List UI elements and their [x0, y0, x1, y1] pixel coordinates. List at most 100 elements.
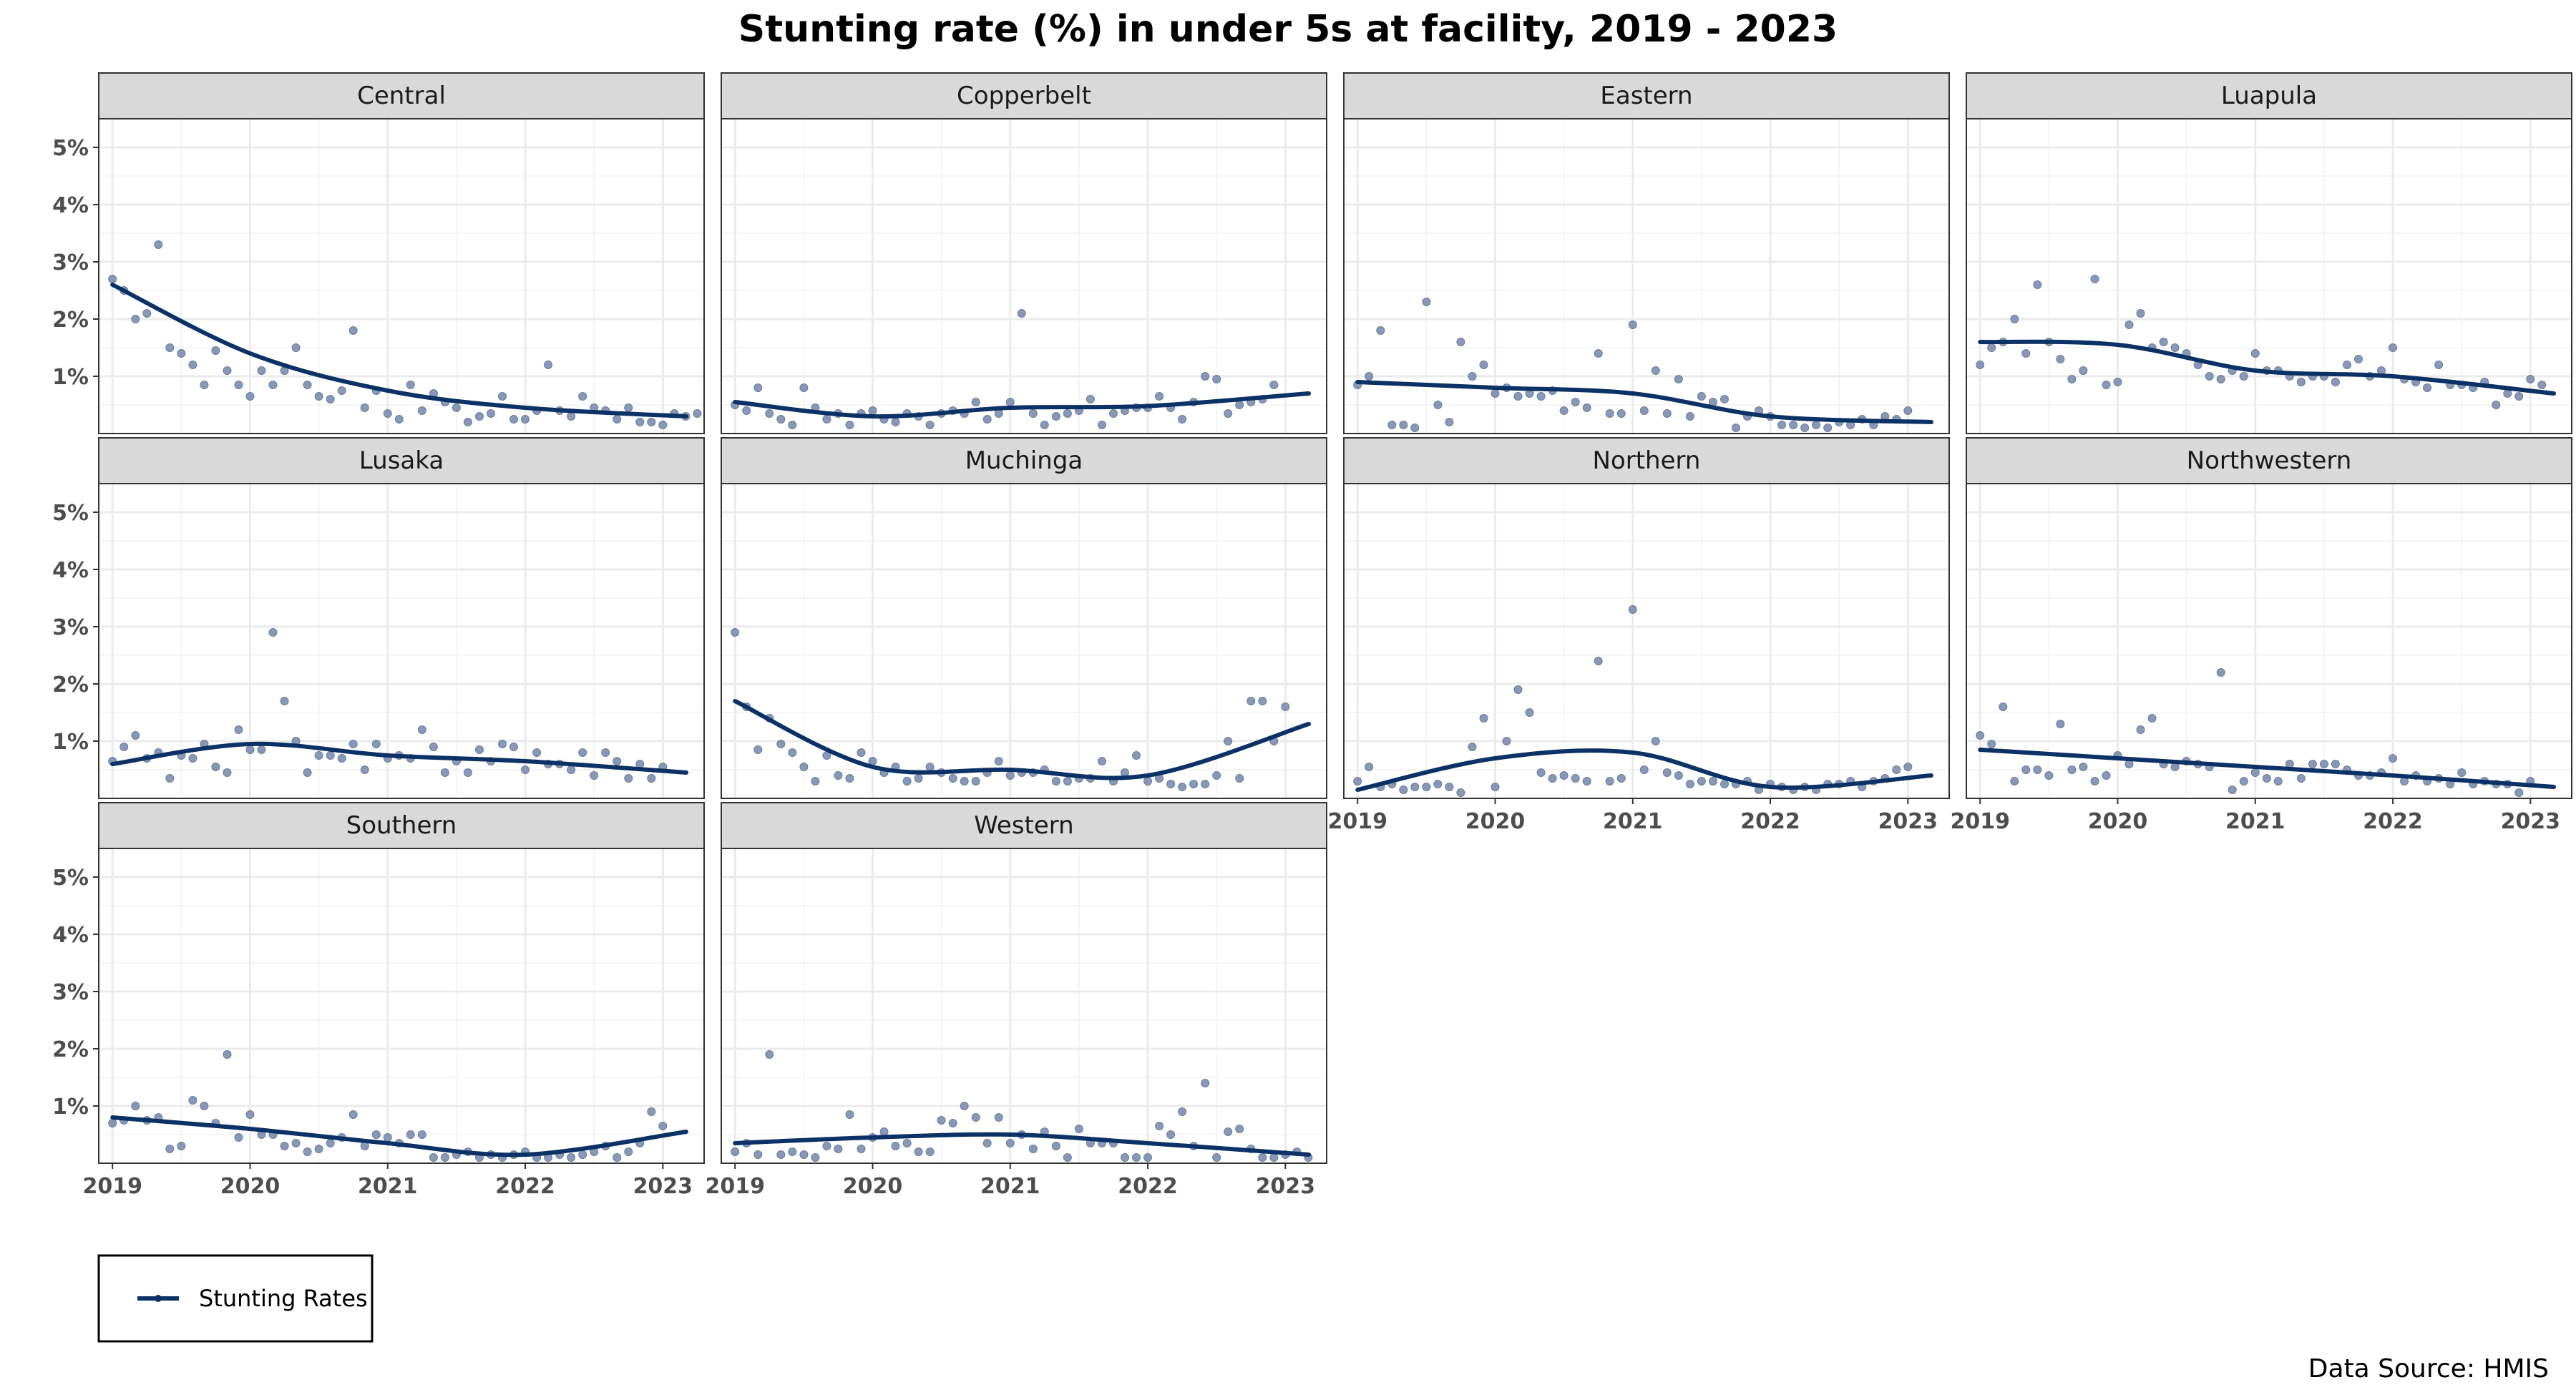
- trend-line: [110, 741, 688, 775]
- data-point: [2331, 378, 2340, 386]
- data-point: [2308, 760, 2317, 768]
- data-point: [1258, 697, 1267, 705]
- data-point: [521, 765, 530, 774]
- panel-border: [1343, 118, 1950, 434]
- data-point: [245, 745, 255, 754]
- data-point: [1121, 768, 1129, 777]
- data-point: [1224, 737, 1233, 745]
- data-point: [2503, 389, 2512, 398]
- legend-point-symbol: [155, 1295, 162, 1302]
- y-tick-label: 5%: [52, 136, 89, 161]
- data-point: [948, 774, 957, 783]
- x-tick-label: 2023: [2501, 809, 2561, 834]
- data-point: [1155, 1122, 1164, 1130]
- x-tick-label: 2019: [1327, 809, 1387, 834]
- data-point: [177, 1142, 186, 1150]
- data-point: [1051, 777, 1060, 785]
- data-point: [2136, 309, 2145, 318]
- data-point: [2067, 765, 2077, 774]
- data-point: [234, 1133, 243, 1142]
- data-point: [578, 748, 587, 757]
- data-point: [2216, 668, 2225, 677]
- data-point: [2102, 771, 2111, 780]
- data-point: [498, 740, 507, 748]
- data-point: [868, 406, 877, 415]
- data-point: [1468, 743, 1477, 751]
- data-point: [879, 1127, 889, 1136]
- data-point: [635, 418, 645, 426]
- data-point: [1433, 401, 1443, 409]
- data-point: [2492, 401, 2501, 409]
- data-point: [822, 1142, 831, 1150]
- panel-strip: [721, 437, 1327, 484]
- data-point: [891, 418, 900, 426]
- data-point: [624, 774, 633, 783]
- data-point: [154, 240, 163, 249]
- data-point: [1823, 424, 1833, 432]
- data-point: [521, 415, 530, 424]
- data-point: [590, 771, 599, 780]
- data-point: [2239, 777, 2248, 785]
- data-point: [635, 760, 645, 768]
- data-point: [2113, 378, 2122, 386]
- data-point: [406, 381, 415, 389]
- data-point: [658, 1122, 668, 1130]
- data-point: [925, 421, 935, 429]
- chart-title: Stunting rate (%) in under 5s at facilit…: [738, 8, 1838, 51]
- data-point: [1040, 421, 1049, 429]
- data-point: [2010, 777, 2019, 785]
- panel-strip: [1966, 72, 2572, 119]
- panel-border: [721, 848, 1327, 1164]
- data-point: [578, 1150, 587, 1159]
- data-point: [857, 1145, 866, 1153]
- data-point: [1662, 409, 1672, 418]
- data-point: [1224, 1127, 1233, 1136]
- trend-line: [1355, 748, 1933, 792]
- data-point: [1685, 780, 1694, 788]
- data-point: [1353, 777, 1362, 785]
- data-point: [1987, 343, 1996, 352]
- data-point: [693, 409, 702, 418]
- data-point: [498, 392, 507, 401]
- data-point: [108, 1119, 117, 1127]
- data-point: [2090, 275, 2099, 283]
- data-point: [2296, 378, 2306, 386]
- data-point: [1365, 372, 1374, 381]
- data-point: [131, 731, 140, 740]
- data-point: [1685, 412, 1694, 421]
- x-tick-label: 2019: [705, 1174, 765, 1199]
- data-point: [1559, 771, 1568, 780]
- data-point: [509, 415, 518, 424]
- data-point: [131, 1102, 140, 1110]
- data-point: [647, 774, 656, 783]
- data-point: [2273, 777, 2283, 785]
- data-point: [2021, 349, 2031, 358]
- panel-eastern: Eastern: [1343, 72, 1950, 434]
- data-point: [348, 1110, 358, 1119]
- data-point: [142, 309, 152, 318]
- data-point: [2250, 768, 2260, 777]
- plot-area: [1966, 484, 2572, 798]
- data-point: [314, 1145, 323, 1153]
- data-point: [1456, 788, 1465, 797]
- data-point: [245, 392, 255, 401]
- trend-line: [1978, 339, 2556, 396]
- data-point: [1616, 409, 1626, 418]
- data-point: [348, 326, 358, 335]
- data-point: [211, 763, 220, 771]
- data-point: [440, 1153, 449, 1162]
- panel-strip: [98, 437, 705, 484]
- trend-line: [110, 1115, 688, 1157]
- y-tick-label: 3%: [52, 615, 89, 640]
- data-point: [1017, 309, 1026, 318]
- data-point: [1166, 780, 1176, 788]
- panel-northern: Northern 2019 2020 2021 2022 2023: [1327, 437, 1950, 834]
- x-tick-label: 2019: [1950, 809, 2010, 834]
- y-tick-label: 2%: [52, 672, 89, 698]
- data-point: [845, 421, 854, 429]
- data-point: [914, 1147, 923, 1156]
- data-point: [1109, 409, 1118, 418]
- data-point: [383, 409, 392, 418]
- data-point: [1697, 392, 1706, 401]
- data-point: [2136, 725, 2145, 734]
